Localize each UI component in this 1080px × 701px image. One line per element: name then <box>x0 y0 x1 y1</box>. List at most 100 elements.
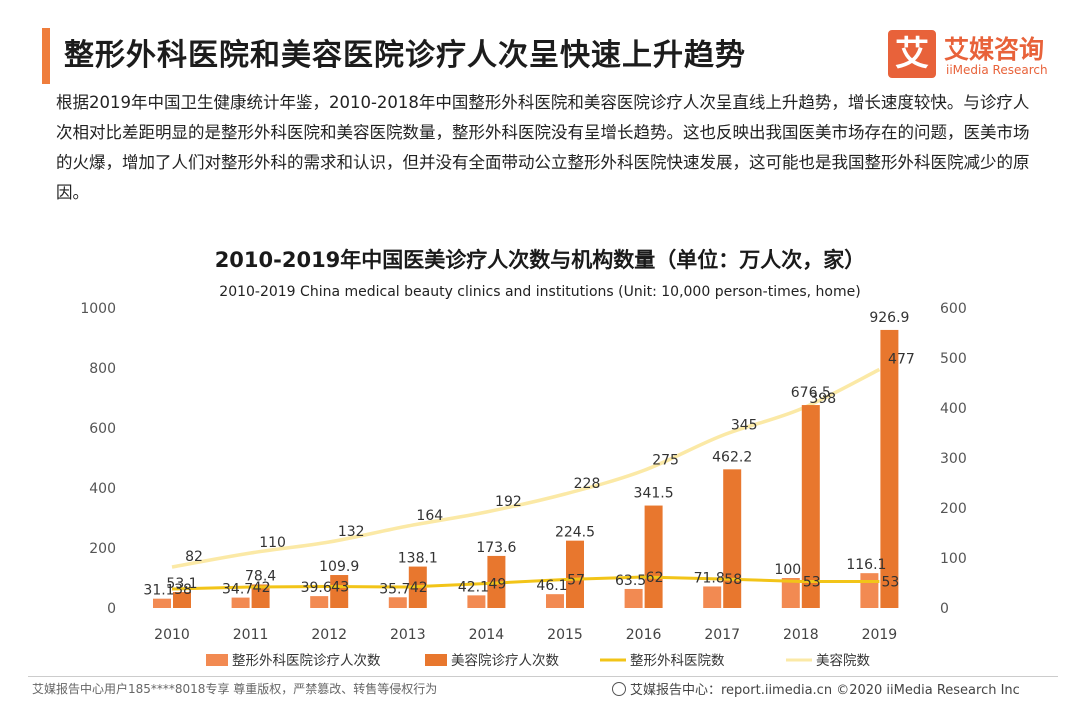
y-right-tick-label: 300 <box>940 451 967 467</box>
data-label-beauty-salon-visits: 341.5 <box>634 486 674 502</box>
y-left-tick-label: 600 <box>89 421 116 437</box>
data-label-plastic-surgery-hospital-count: 49 <box>488 577 506 593</box>
y-left-tick-label: 0 <box>107 601 116 617</box>
data-label-beauty-salon-visits: 926.9 <box>869 310 909 326</box>
bar-plastic-surgery-visits <box>467 595 486 608</box>
data-label-beauty-salon-visits: 224.5 <box>555 525 595 541</box>
data-label-beauty-salon-visits: 109.9 <box>319 559 359 575</box>
logo-text-cn: 艾媒咨询 <box>944 35 1045 64</box>
y-right-tick-label: 0 <box>940 601 949 617</box>
legend-label: 整形外科医院数 <box>630 653 725 669</box>
data-label-plastic-surgery-hospital-count: 58 <box>724 572 742 588</box>
data-label-beauty-salon-count: 228 <box>574 476 601 492</box>
data-label-beauty-salon-count: 82 <box>185 549 203 565</box>
x-tick-label: 2016 <box>626 627 662 643</box>
bar-plastic-surgery-visits <box>388 597 407 608</box>
data-label-plastic-surgery-hospital-count: 62 <box>646 570 664 586</box>
series-line-beauty-salon-count <box>171 367 881 569</box>
x-tick-label: 2018 <box>783 627 819 643</box>
bar-beauty-salon-visits <box>801 405 820 608</box>
x-tick-label: 2010 <box>154 627 190 643</box>
y-right-tick-label: 600 <box>940 301 967 317</box>
legend-label: 整形外科医院诊疗人次数 <box>232 653 381 669</box>
data-label-beauty-salon-count: 110 <box>259 535 286 551</box>
x-tick-label: 2013 <box>390 627 426 643</box>
data-label-beauty-salon-count: 275 <box>652 453 679 469</box>
data-label-plastic-surgery-visits: 35.7 <box>379 581 410 597</box>
y-left-tick-label: 1000 <box>80 301 116 317</box>
data-label-plastic-surgery-visits: 31.1 <box>143 583 174 599</box>
series-line-plastic-surgery-hospital-count <box>171 575 880 591</box>
data-label-plastic-surgery-visits: 100 <box>774 562 801 578</box>
bar-beauty-salon-visits <box>330 575 349 608</box>
x-tick-label: 2012 <box>311 627 347 643</box>
footer-source-text: 艾媒报告中心：report.iimedia.cn ©2020 iiMedia R… <box>630 683 1020 698</box>
chart-subtitle: 2010-2019 China medical beauty clinics a… <box>219 284 861 300</box>
data-label-plastic-surgery-visits: 46.1 <box>536 578 567 594</box>
data-label-plastic-surgery-visits: 34.7 <box>222 582 253 598</box>
bar-plastic-surgery-visits <box>153 598 171 608</box>
data-label-plastic-surgery-hospital-count: 53 <box>881 575 899 591</box>
y-right-tick-label: 200 <box>940 501 967 517</box>
data-label-plastic-surgery-visits: 71.8 <box>694 570 725 586</box>
data-label-plastic-surgery-hospital-count: 42 <box>410 580 428 596</box>
bar-beauty-salon-visits <box>251 584 270 608</box>
bar-plastic-surgery-visits <box>860 573 879 608</box>
bar-plastic-surgery-visits <box>231 597 250 608</box>
footer-copyright: 艾媒报告中心用户185****8018专享 尊重版权，严禁篡改、转售等侵权行为 <box>32 682 438 696</box>
data-label-beauty-salon-visits: 53.1 <box>166 576 197 592</box>
globe-icon <box>612 682 626 696</box>
brand-logo: 艾 艾媒咨询 iiMedia Research <box>888 30 1063 82</box>
logo-mark: 艾 <box>888 30 936 78</box>
data-label-beauty-salon-visits: 462.2 <box>712 449 752 465</box>
data-label-beauty-salon-count: 398 <box>809 391 836 407</box>
data-label-plastic-surgery-visits: 116.1 <box>846 557 886 573</box>
x-tick-label: 2019 <box>862 627 898 643</box>
page-title: 整形外科医院和美容医院诊疗人次呈快速上升趋势 <box>64 38 746 73</box>
footer-source: 艾媒报告中心：report.iimedia.cn ©2020 iiMedia R… <box>612 679 1020 698</box>
data-label-beauty-salon-count: 192 <box>495 494 522 510</box>
y-right-tick-label: 500 <box>940 351 967 367</box>
x-tick-label: 2015 <box>547 627 583 643</box>
data-label-beauty-salon-visits: 78.4 <box>245 568 276 584</box>
data-label-beauty-salon-visits: 173.6 <box>476 540 516 556</box>
y-left-tick-label: 400 <box>89 481 116 497</box>
bar-beauty-salon-visits <box>723 469 742 608</box>
data-label-plastic-surgery-visits: 39.6 <box>301 580 332 596</box>
data-label-beauty-salon-count: 477 <box>888 352 915 368</box>
legend-swatch <box>425 654 447 666</box>
bar-plastic-surgery-visits <box>703 586 722 608</box>
bar-plastic-surgery-visits <box>781 578 800 608</box>
bar-beauty-salon-visits <box>173 592 191 608</box>
legend-label: 美容院数 <box>816 652 870 669</box>
bar-beauty-salon-visits <box>880 329 899 608</box>
x-tick-label: 2011 <box>233 627 269 643</box>
data-label-plastic-surgery-hospital-count: 38 <box>174 582 192 598</box>
footer-divider <box>28 676 1058 677</box>
logo-text-en: iiMedia Research <box>946 63 1048 77</box>
data-label-plastic-surgery-hospital-count: 57 <box>567 573 585 589</box>
description-paragraph: 根据2019年中国卫生健康统计年鉴，2010-2018年中国整形外科医院和美容医… <box>56 93 1030 202</box>
bar-beauty-salon-visits <box>644 505 663 608</box>
data-label-beauty-salon-visits: 138.1 <box>398 551 438 567</box>
x-tick-label: 2014 <box>469 627 505 643</box>
data-label-plastic-surgery-hospital-count: 42 <box>253 580 271 596</box>
bar-plastic-surgery-visits <box>546 594 564 608</box>
x-tick-label: 2017 <box>704 627 740 643</box>
legend-swatch <box>206 654 228 666</box>
y-left-tick-label: 200 <box>89 541 116 557</box>
y-right-tick-label: 100 <box>940 551 967 567</box>
y-right-tick-label: 400 <box>940 401 967 417</box>
bar-plastic-surgery-visits <box>624 588 643 608</box>
bar-beauty-salon-visits <box>566 540 584 608</box>
y-left-tick-label: 800 <box>89 361 116 377</box>
data-label-plastic-surgery-hospital-count: 53 <box>803 575 821 591</box>
data-label-beauty-salon-count: 164 <box>416 508 443 524</box>
title-accent-bar <box>42 28 50 84</box>
data-label-plastic-surgery-visits: 42.1 <box>458 579 489 595</box>
data-label-beauty-salon-count: 132 <box>338 524 365 540</box>
bar-plastic-surgery-visits <box>310 596 329 608</box>
data-label-plastic-surgery-visits: 63.5 <box>615 573 646 589</box>
data-label-beauty-salon-count: 345 <box>731 418 758 434</box>
